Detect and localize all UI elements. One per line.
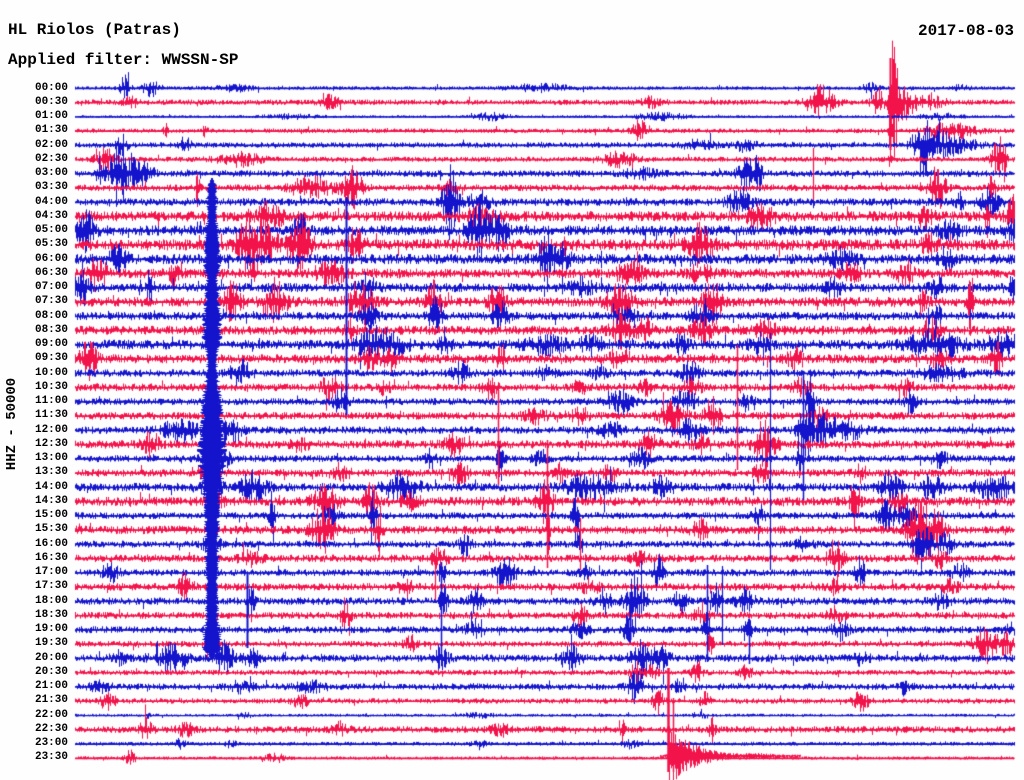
time-label: 23:00 <box>34 737 68 750</box>
time-label: 08:30 <box>34 323 68 336</box>
time-label: 09:00 <box>34 338 68 351</box>
time-label: 22:00 <box>34 708 68 721</box>
time-label: 21:30 <box>34 694 68 707</box>
time-label: 10:00 <box>34 366 68 379</box>
time-label: 17:00 <box>34 566 68 579</box>
time-label: 23:30 <box>34 751 68 764</box>
time-label: 19:00 <box>34 623 68 636</box>
time-label: 12:00 <box>34 423 68 436</box>
y-axis-label: HHZ - 50000 <box>4 377 20 471</box>
time-label: 11:30 <box>34 409 68 422</box>
time-label: 17:30 <box>34 580 68 593</box>
time-label: 07:30 <box>34 295 68 308</box>
time-label: 00:00 <box>34 81 68 94</box>
time-label: 14:00 <box>34 480 68 493</box>
time-label: 04:30 <box>34 209 68 222</box>
time-label: 00:30 <box>34 95 68 108</box>
time-label: 18:00 <box>34 594 68 607</box>
time-label: 14:30 <box>34 494 68 507</box>
time-label: 11:00 <box>34 395 68 408</box>
time-label: 13:00 <box>34 452 68 465</box>
time-label: 16:30 <box>34 551 68 564</box>
time-label: 21:00 <box>34 680 68 693</box>
time-label: 06:30 <box>34 266 68 279</box>
time-label: 09:30 <box>34 352 68 365</box>
time-label: 13:30 <box>34 466 68 479</box>
time-label: 20:30 <box>34 665 68 678</box>
time-label: 10:30 <box>34 380 68 393</box>
time-label: 03:00 <box>34 167 68 180</box>
time-label: 15:30 <box>34 523 68 536</box>
time-label: 06:00 <box>34 252 68 265</box>
date-label: 2017-08-03 <box>917 22 1014 40</box>
time-label: 02:30 <box>34 152 68 165</box>
time-label: 18:30 <box>34 608 68 621</box>
time-label: 04:00 <box>34 195 68 208</box>
station-title: HL Riolos (Patras) <box>8 21 181 39</box>
time-label: 02:00 <box>34 138 68 151</box>
time-label: 07:00 <box>34 281 68 294</box>
time-label: 15:00 <box>34 509 68 522</box>
time-label: 03:30 <box>34 181 68 194</box>
time-label: 19:30 <box>34 637 68 650</box>
time-label: 01:00 <box>34 110 68 122</box>
time-label: 05:30 <box>34 238 68 251</box>
time-label: 08:00 <box>34 309 68 322</box>
time-label: 12:30 <box>34 437 68 450</box>
time-label: 22:30 <box>34 722 68 735</box>
time-label: 16:00 <box>34 537 68 550</box>
applied-filter-label: Applied filter: WWSSN-SP <box>8 51 239 69</box>
time-label: 01:30 <box>34 124 68 137</box>
time-label: 20:00 <box>34 651 68 664</box>
time-label: 05:00 <box>34 224 68 237</box>
